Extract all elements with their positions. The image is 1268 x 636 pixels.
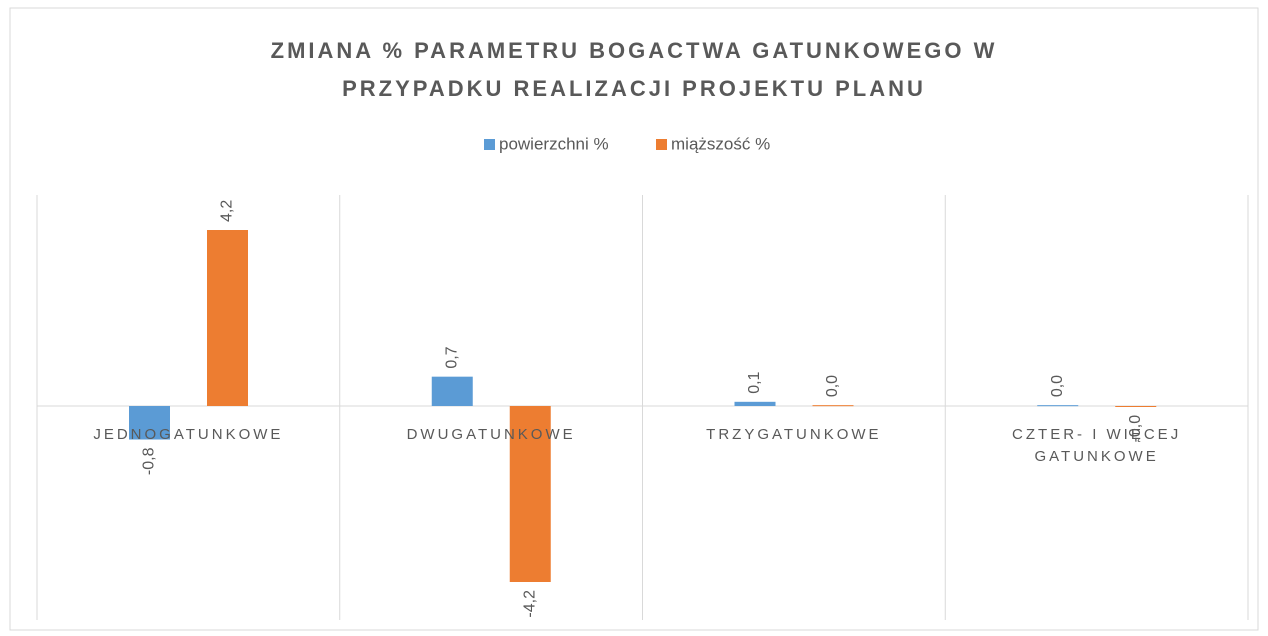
data-label: 4,2 <box>219 200 236 222</box>
x-tick-label: CZTER- I WIĘCEJ GATUNKOWE <box>1012 426 1182 465</box>
legend-label: powierzchni % <box>499 134 609 153</box>
bar <box>129 406 170 440</box>
bar <box>207 230 248 406</box>
data-label: 0,1 <box>746 371 763 393</box>
data-label: -4,2 <box>521 590 538 618</box>
legend-label: miąższość % <box>671 134 770 153</box>
data-label: 0,7 <box>443 346 460 368</box>
legend-swatch <box>484 139 495 150</box>
bar <box>431 376 473 406</box>
bar <box>509 406 551 582</box>
bar <box>812 405 854 407</box>
chart-title: ZMIANA % PARAMETRU BOGACTWA GATUNKOWEGO … <box>270 38 998 101</box>
data-label: 0,0 <box>824 375 841 397</box>
data-label: -0,8 <box>141 447 158 475</box>
bar <box>1115 406 1157 407</box>
x-tick-label: DWUGATUNKOWE <box>406 426 576 443</box>
bar <box>734 401 776 406</box>
chart-border <box>9 7 1259 631</box>
legend-swatch <box>656 139 667 150</box>
bar <box>1037 405 1079 407</box>
data-label: 0,0 <box>1049 375 1066 397</box>
x-tick-label: JEDNOGATUNKOWE <box>93 426 284 443</box>
x-tick-label: TRZYGATUNKOWE <box>706 426 882 443</box>
data-label: -0,0 <box>1127 415 1144 443</box>
